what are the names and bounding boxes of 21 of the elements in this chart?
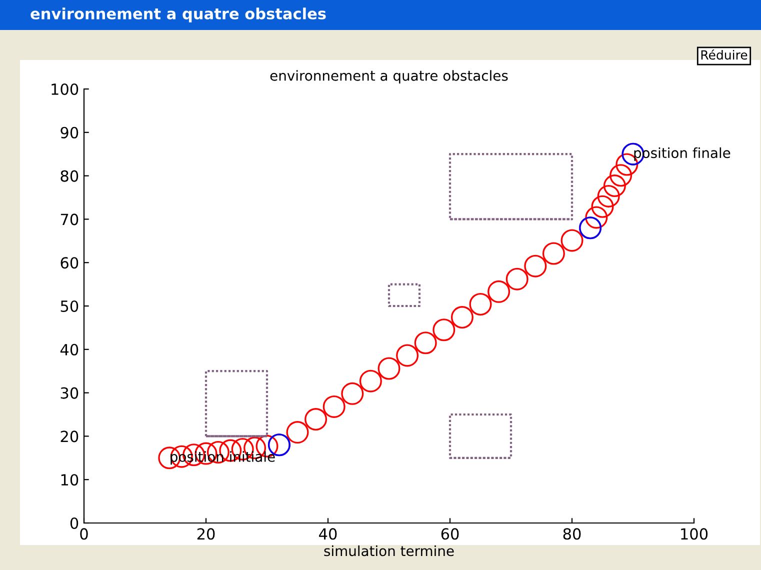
y-tick-label: 80	[60, 170, 78, 182]
x-axis-title: simulation termine	[324, 545, 454, 556]
y-tick-label: 50	[60, 300, 78, 312]
y-tick-label: 20	[60, 430, 78, 442]
x-tick-label: 0	[80, 528, 88, 540]
y-tick-label: 40	[60, 344, 78, 356]
x-tick-label: 80	[563, 528, 581, 540]
y-tick-label: 60	[60, 257, 78, 269]
x-tick-label: 40	[319, 528, 337, 540]
x-tick-label: 100	[681, 528, 708, 540]
x-tick-label: 20	[197, 528, 215, 540]
y-tick-label: 30	[60, 387, 78, 399]
x-tick-label: 60	[441, 528, 459, 540]
text: environnement a quatre obstacles	[30, 8, 326, 22]
y-tick-label: 0	[70, 517, 78, 530]
y-tick-label: 90	[60, 126, 78, 138]
chart-title: environnement a quatre obstacles	[270, 70, 508, 84]
text: Réduire	[701, 49, 748, 60]
y-tick-label: 10	[61, 474, 78, 486]
y-tick-label: 70	[60, 214, 78, 226]
y-tick-label: 100	[52, 83, 78, 96]
